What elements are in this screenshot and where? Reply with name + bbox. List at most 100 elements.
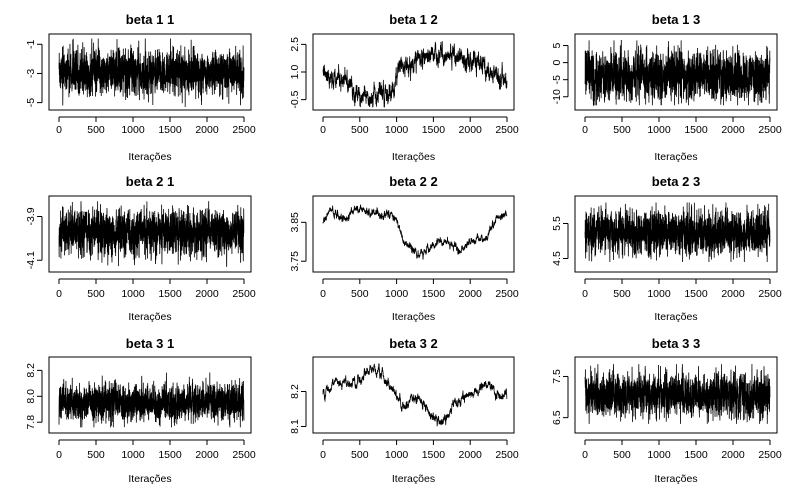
plot-frame [574,195,778,273]
y-tick-label: -4.1 [25,251,37,269]
x-tick-label: 2000 [721,288,745,300]
x-tick-label: 1500 [422,124,446,136]
x-tick-label: 1500 [422,288,446,300]
x-tick-label: 2000 [195,449,219,461]
x-tick-label: 2000 [721,124,745,136]
x-tick-label: 2500 [758,124,782,136]
x-tick-label: 0 [56,449,62,461]
panel-title: beta 2 3 [652,174,700,189]
trace-panel: beta 2 1 0 500 1000 1500 2000 2500 Iterações -3.… [25,174,256,323]
x-tick-label: 1000 [385,124,409,136]
panel-title: beta 1 3 [652,12,700,27]
panel-title: beta 3 3 [652,336,700,351]
y-tick-label: 1.0 [289,65,301,80]
x-tick-label: 1000 [121,124,145,136]
x-axis-label: Iterações [654,151,697,163]
x-tick-label: 1500 [684,449,708,461]
x-tick-label: 500 [87,449,105,461]
x-tick-label: 2000 [459,124,483,136]
x-tick-label: 500 [613,124,631,136]
y-tick-label: -3 [25,69,37,78]
x-tick-label: 2500 [232,449,256,461]
x-tick-label: 1000 [121,288,145,300]
y-tick-label: -5 [25,98,37,107]
x-tick-label: 500 [87,124,105,136]
x-tick-label: 500 [87,288,105,300]
y-tick-label: -3.9 [25,207,37,225]
x-tick-label: 0 [582,449,588,461]
trace-line [322,363,508,427]
plot-frame [312,356,515,434]
y-tick-label: 0 [551,60,563,66]
x-tick-label: 2000 [459,288,483,300]
panel-title: beta 2 2 [389,174,437,189]
x-axis-label: Iterações [392,151,435,163]
x-tick-label: 2000 [459,449,483,461]
y-tick-label: -5 [551,75,563,84]
trace-line [584,202,771,263]
x-tick-label: 1000 [647,288,671,300]
panel-title: beta 2 1 [126,174,174,189]
x-tick-label: 500 [351,449,369,461]
x-tick-label: 2500 [232,124,256,136]
y-tick-label: 6.5 [551,410,563,425]
x-tick-label: 1000 [121,449,145,461]
x-tick-label: 0 [56,288,62,300]
trace-panel: beta 3 3 0 500 1000 1500 2000 2500 Iterações 6.5… [551,336,782,485]
x-tick-label: 2500 [495,449,519,461]
x-tick-label: 0 [320,124,326,136]
y-tick-label: 2.5 [289,37,301,52]
plot-frame [574,356,778,434]
y-tick-label: 5 [551,42,563,48]
x-tick-label: 0 [320,449,326,461]
x-tick-label: 0 [56,124,62,136]
plot-frame [48,195,252,273]
x-tick-label: 1500 [158,288,182,300]
y-tick-label: -1 [25,39,37,48]
trace-panel: beta 3 2 0 500 1000 1500 2000 2500 Iterações 8.1… [289,336,519,485]
trace-line [584,364,771,424]
x-tick-label: 500 [351,288,369,300]
x-tick-label: 500 [613,288,631,300]
trace-panel: beta 3 1 0 500 1000 1500 2000 2500 Iterações 7.8… [25,336,256,485]
plot-frame [312,195,515,273]
panel-title: beta 3 1 [126,336,174,351]
x-tick-label: 2000 [195,124,219,136]
x-axis-label: Iterações [128,151,171,163]
y-tick-label: 5.5 [551,216,563,231]
trace-panel: beta 1 2 0 500 1000 1500 2000 2500 Iterações -0.… [289,12,519,163]
x-axis-label: Iterações [654,473,697,485]
x-tick-label: 0 [320,288,326,300]
x-tick-label: 2500 [495,124,519,136]
x-tick-label: 1000 [385,449,409,461]
trace-line [584,40,771,106]
y-tick-label: 3.85 [289,212,301,233]
y-tick-label: 7.5 [551,369,563,384]
y-tick-label: 4.5 [551,251,563,266]
trace-line [58,201,245,267]
x-tick-label: 500 [613,449,631,461]
trace-panel: beta 1 3 0 500 1000 1500 2000 2500 Iterações -10… [551,12,782,163]
y-tick-label: -0.5 [289,90,301,108]
x-tick-label: 1000 [647,449,671,461]
trace-panel: beta 1 1 0 500 1000 1500 2000 2500 Iterações -1 -… [25,12,256,163]
trace-panel: beta 2 2 0 500 1000 1500 2000 2500 Iterações 3.7… [289,174,519,323]
x-tick-label: 2000 [195,288,219,300]
trace-line [322,41,508,108]
y-tick-label: 7.8 [25,415,37,430]
x-tick-label: 1000 [647,124,671,136]
x-tick-label: 2500 [495,288,519,300]
y-tick-label: -10 [551,89,563,104]
y-tick-label: 8.1 [289,419,301,434]
x-tick-label: 2500 [758,449,782,461]
plot-frame [312,33,515,111]
trace-line [58,372,245,428]
x-tick-label: 0 [582,124,588,136]
y-tick-label: 3.75 [289,251,301,272]
x-axis-label: Iterações [128,473,171,485]
plot-frame [48,356,252,434]
panel-title: beta 3 2 [389,336,437,351]
trace-panel: beta 2 3 0 500 1000 1500 2000 2500 Iterações 4.5… [551,174,782,323]
x-tick-label: 2000 [721,449,745,461]
